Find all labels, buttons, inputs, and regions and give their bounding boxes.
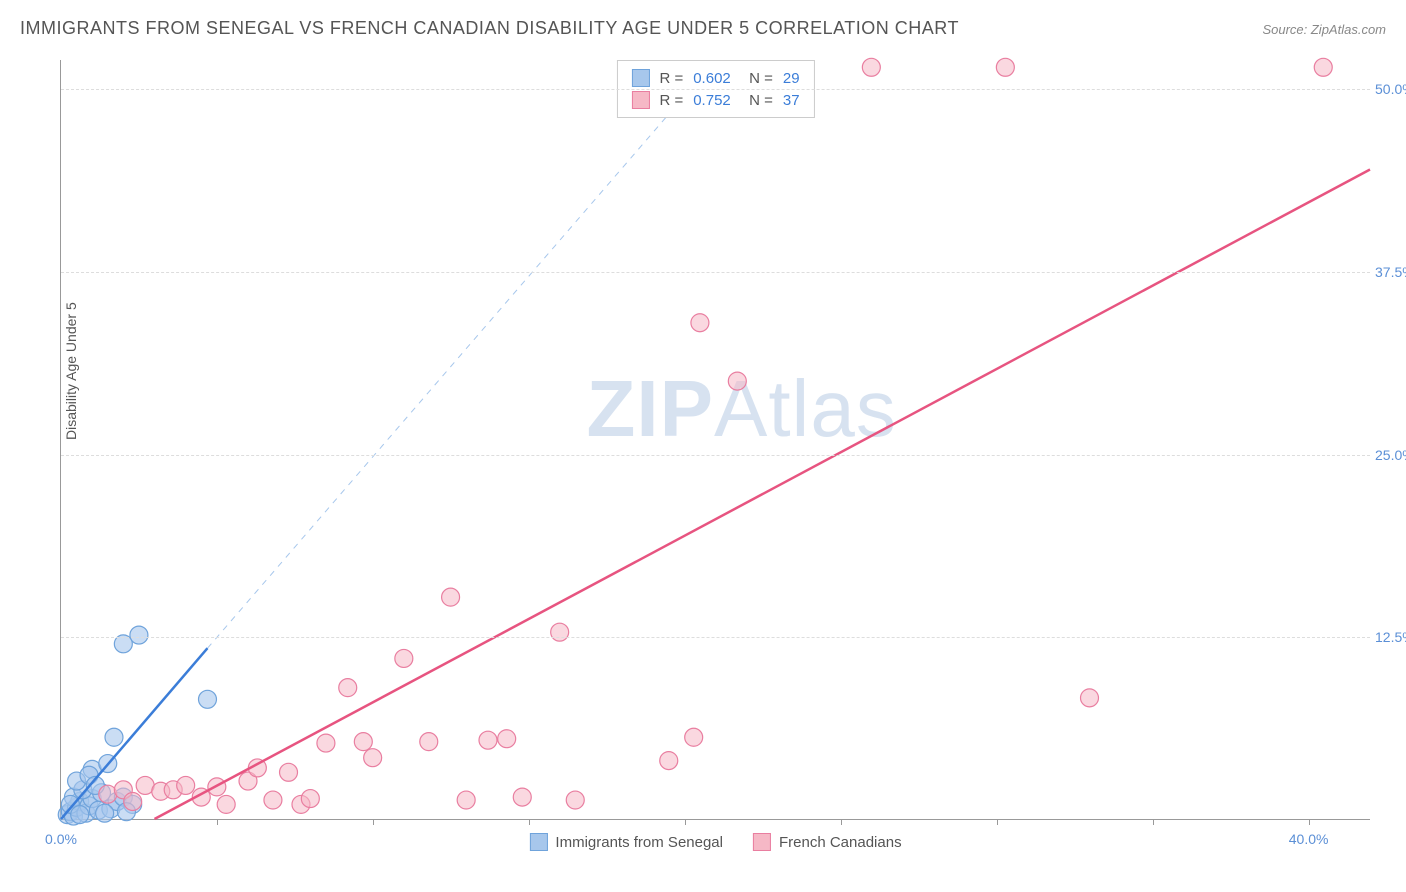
x-tick [685,819,686,825]
swatch-french-canadian-icon [753,833,771,851]
x-tick-label: 40.0% [1289,831,1329,847]
gridline [61,272,1370,273]
x-tick [1309,819,1310,825]
y-tick-label: 37.5% [1375,264,1406,280]
gridline [61,89,1370,90]
swatch-senegal-icon [529,833,547,851]
swatch-senegal [631,69,649,87]
bottom-legend: Immigrants from Senegal French Canadians [529,833,901,851]
source-attribution: Source: ZipAtlas.com [1262,22,1386,37]
bottom-legend-label: French Canadians [779,834,902,851]
plot-area: Disability Age Under 5 ZIPAtlas R =0.602… [60,60,1370,820]
x-tick [217,819,218,825]
x-tick [841,819,842,825]
scatter-svg [61,60,1370,819]
x-tick [1153,819,1154,825]
x-tick [529,819,530,825]
bottom-legend-senegal: Immigrants from Senegal [529,833,723,851]
x-tick [373,819,374,825]
bottom-legend-french-canadian: French Canadians [753,833,902,851]
legend-row-french-canadian: R =0.752 N =37 [631,89,799,111]
y-tick-label: 50.0% [1375,81,1406,97]
legend-row-senegal: R =0.602 N =29 [631,67,799,89]
x-tick [997,819,998,825]
y-tick-label: 25.0% [1375,447,1406,463]
gridline [61,637,1370,638]
x-tick-label: 0.0% [45,831,77,847]
swatch-french-canadian [631,91,649,109]
chart-title: IMMIGRANTS FROM SENEGAL VS FRENCH CANADI… [20,18,959,39]
gridline [61,455,1370,456]
bottom-legend-label: Immigrants from Senegal [555,834,723,851]
y-tick-label: 12.5% [1375,629,1406,645]
